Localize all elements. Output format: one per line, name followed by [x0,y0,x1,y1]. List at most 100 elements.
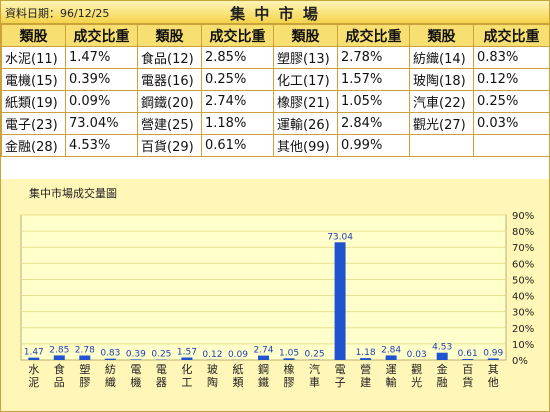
bar [130,359,141,360]
table-row: 電子(23) 73.04% 營建(25) 1.18% 運輸(26) 2.84% … [2,113,550,135]
column-header: 成交比重 [474,25,550,47]
data-label: 4.53 [432,343,452,353]
bar [386,355,397,360]
weight-cell [474,135,550,157]
y-tick-label: 90% [512,211,534,222]
column-header: 類股 [2,25,66,47]
bar [488,358,499,360]
x-tick-label: 其他 [488,363,499,389]
table-row: 電機(15) 0.39% 電器(16) 0.25% 化工(17) 1.57% 玻… [2,69,550,91]
y-tick-label: 80% [512,227,534,238]
data-label: 0.61 [458,349,478,359]
sector-name-cell: 汽車(22) [410,91,474,113]
data-label: 1.47 [24,348,44,358]
weight-cell: 0.61% [202,135,274,157]
x-tick-label: 汽車 [309,362,320,389]
y-tick-label: 70% [512,243,534,254]
weight-cell: 1.47% [66,47,138,69]
volume-bar-chart: 0%10%20%30%40%50%60%70%80%90%1.47水泥2.85食… [1,179,549,411]
column-header: 成交比重 [338,25,410,47]
x-tick-label: 百貨 [462,363,473,389]
table-row: 紙類(19) 0.09% 鋼鐵(20) 2.74% 橡膠(21) 1.05% 汽… [2,91,550,113]
x-tick-label: 金融 [437,362,448,389]
x-tick-label: 紡織 [105,362,116,389]
sector-name-cell: 玻陶(18) [410,69,474,91]
table-header-row: 類股 成交比重 類股 成交比重 類股 成交比重 類股 成交比重 [2,25,550,47]
weight-cell: 2.78% [338,47,410,69]
sector-name-cell: 營建(25) [138,113,202,135]
y-tick-label: 50% [512,275,534,286]
sector-name-cell: 電機(15) [2,69,66,91]
weight-cell: 4.53% [66,135,138,157]
weight-cell: 1.57% [338,69,410,91]
weight-cell: 0.09% [66,91,138,113]
data-label: 0.25 [151,350,171,360]
sector-name-cell: 鋼鐵(20) [138,91,202,113]
x-tick-label: 食品 [54,362,65,389]
data-label: 0.12 [202,350,222,360]
data-label: 1.57 [177,347,197,357]
sector-name-cell: 食品(12) [138,47,202,69]
sector-name-cell: 電子(23) [2,113,66,135]
x-tick-label: 運輸 [386,363,397,389]
column-header: 成交比重 [202,25,274,47]
bar [437,353,448,360]
weight-cell: 0.99% [338,135,410,157]
weight-cell: 0.83% [474,47,550,69]
weight-cell: 0.03% [474,113,550,135]
bar [284,358,295,360]
data-label: 1.05 [279,348,299,358]
x-tick-label: 塑膠 [79,362,90,389]
data-label: 0.83 [100,349,120,359]
sector-name-cell: 橡膠(21) [274,91,338,113]
x-tick-label: 化工 [181,362,192,389]
y-tick-label: 40% [512,292,534,303]
data-label: 2.78 [75,346,95,356]
weight-cell: 2.84% [338,113,410,135]
bar [105,359,116,360]
bar [360,358,371,360]
weight-cell: 2.74% [202,91,274,113]
chart-panel: 集中市場成交量圖 0%10%20%30%40%50%60%70%80%90%1.… [1,179,549,411]
x-tick-label: 電器 [156,363,167,389]
y-tick-label: 30% [512,308,534,319]
page-title: 集 中 市 場 [1,3,549,24]
x-tick-label: 橡膠 [284,363,295,389]
data-label: 2.84 [381,345,401,355]
data-label: 0.25 [305,350,325,360]
sector-name-cell: 水泥(11) [2,47,66,69]
table-row: 水泥(11) 1.47% 食品(12) 2.85% 塑膠(13) 2.78% 紡… [2,47,550,69]
sector-name-cell: 百貨(29) [138,135,202,157]
column-header: 類股 [138,25,202,47]
sector-name-cell: 化工(17) [274,69,338,91]
y-tick-label: 0% [512,356,528,367]
weight-cell: 1.05% [338,91,410,113]
column-header: 類股 [274,25,338,47]
y-tick-label: 20% [512,324,534,335]
weight-cell: 0.25% [202,69,274,91]
x-tick-label: 營建 [360,363,371,389]
sector-name-cell: 紙類(19) [2,91,66,113]
x-tick-label: 玻陶 [207,363,218,389]
bar [79,356,90,360]
bar [335,242,346,360]
data-label: 2.74 [253,346,273,356]
weight-cell: 0.25% [474,91,550,113]
sector-name-cell: 金融(28) [2,135,66,157]
x-tick-label: 電機 [130,363,141,389]
weight-cell: 0.12% [474,69,550,91]
data-label: 0.39 [126,349,146,359]
sector-name-cell: 電器(16) [138,69,202,91]
x-tick-label: 水泥 [28,363,39,389]
sector-name-cell: 塑膠(13) [274,47,338,69]
bar [258,356,269,360]
panel-header: 資料日期：96/12/25 集 中 市 場 [1,1,549,24]
sector-name-cell: 運輸(26) [274,113,338,135]
data-label: 1.18 [356,348,376,358]
weight-cell: 0.39% [66,69,138,91]
bar [462,359,473,360]
data-label: 0.09 [228,350,248,360]
sector-weight-table: 類股 成交比重 類股 成交比重 類股 成交比重 類股 成交比重 水泥(11) 1… [1,24,550,157]
data-label: 73.04 [327,232,353,242]
